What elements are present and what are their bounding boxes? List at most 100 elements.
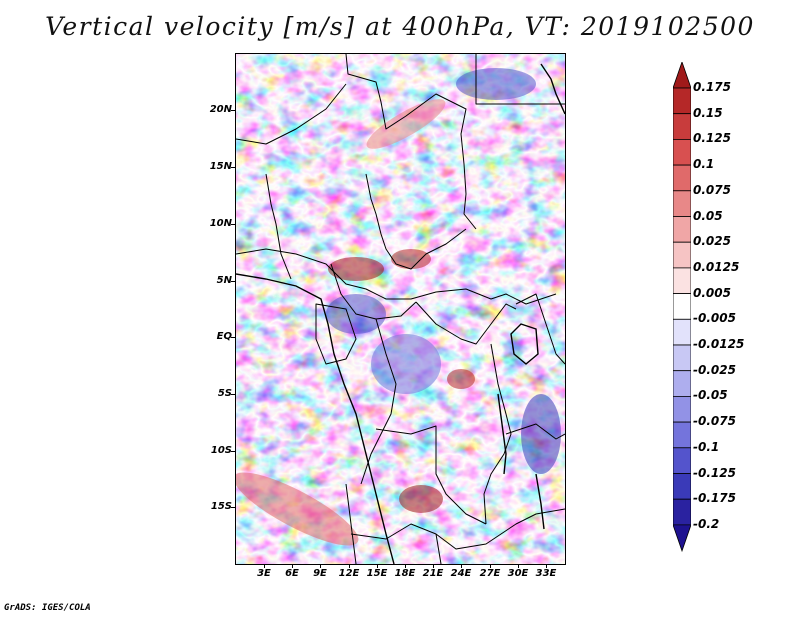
colorbar-box — [673, 113, 691, 140]
lat-tick — [231, 394, 235, 395]
lake-tanganyika — [497, 393, 507, 475]
colorbar-box — [673, 267, 691, 294]
colorbar-label: -0.175 — [693, 491, 736, 506]
border-line — [375, 425, 487, 525]
border-line — [415, 301, 517, 345]
colorbar-label: 0.005 — [693, 285, 731, 300]
lon-label: 24E — [450, 568, 472, 579]
colorbar-label: 0.175 — [693, 80, 731, 94]
lat-label: 20N — [209, 104, 232, 115]
lon-label: 9E — [313, 568, 327, 579]
strong-ascent-patch — [399, 485, 443, 513]
colorbar-box — [673, 318, 691, 346]
ascent-band — [366, 99, 446, 149]
grads-credit: GrADS: IGES/COLA — [4, 603, 91, 613]
lon-label: 6E — [285, 568, 299, 579]
colorbar-label: -0.025 — [693, 362, 736, 377]
colorbar-box — [673, 164, 691, 192]
lon-label: 27E — [479, 568, 501, 579]
border-line — [265, 173, 292, 280]
lat-label: 15N — [209, 161, 232, 172]
chart-title: Vertical velocity [m/s] at 400hPa, VT: 2… — [45, 12, 755, 41]
colorbar-box — [673, 139, 691, 166]
lat-label: 5N — [216, 275, 232, 286]
lon-tick — [292, 564, 293, 568]
subsidence-patch — [456, 68, 536, 100]
lon-tick — [461, 564, 462, 568]
lon-tick — [405, 564, 406, 568]
colorbar-box — [673, 344, 691, 372]
colorbar-box — [673, 370, 691, 397]
colorbar-box — [673, 293, 691, 320]
colorbar-label: -0.0125 — [693, 337, 745, 351]
border-line — [475, 54, 565, 105]
colorbar-label: 0.125 — [693, 131, 731, 146]
colorbar-box — [673, 473, 691, 500]
lat-tick — [231, 110, 235, 111]
colorbar-box — [673, 87, 691, 115]
coastline — [236, 63, 565, 564]
lake-victoria — [510, 323, 539, 365]
field-emphasis-patches — [236, 68, 561, 546]
lon-label: 33E — [535, 568, 557, 579]
border-line — [360, 318, 397, 485]
lat-label: 5S — [217, 388, 232, 399]
lon-label: 3E — [257, 568, 271, 579]
lon-label: 30E — [507, 568, 529, 579]
colorbar-label: 0.05 — [693, 208, 723, 223]
map-panel — [235, 53, 566, 565]
border-line — [330, 263, 417, 320]
lat-label: 10N — [209, 218, 232, 229]
lon-label: 12E — [338, 568, 360, 579]
subsidence-patch — [371, 334, 441, 394]
lon-tick — [546, 564, 547, 568]
colorbar-label: 0.075 — [693, 182, 731, 197]
colorbar-label: -0.2 — [693, 516, 720, 531]
colorbar-bottom-triangle — [673, 524, 691, 553]
strong-ascent-patch — [328, 257, 384, 281]
lat-tick — [231, 281, 235, 282]
colorbar-box — [673, 216, 691, 243]
colorbar-box — [673, 498, 691, 526]
colorbar-label: -0.1 — [693, 439, 720, 454]
lat-tick — [231, 224, 235, 225]
colorbar-box — [673, 447, 691, 474]
border-line — [435, 533, 442, 564]
colorbar-label: -0.075 — [693, 414, 736, 429]
lon-tick — [518, 564, 519, 568]
lat-tick — [231, 507, 235, 508]
velocity-field-map — [236, 54, 565, 564]
lat-tick — [231, 167, 235, 168]
lon-tick — [264, 564, 265, 568]
lat-tick — [231, 451, 235, 452]
lon-tick — [320, 564, 321, 568]
strong-ascent-patch — [391, 249, 431, 269]
subsidence-patch — [521, 394, 561, 474]
border-line — [350, 508, 565, 550]
strong-ascent-patch — [447, 369, 475, 389]
lat-label: 10S — [210, 445, 232, 456]
colorbar-label: 0.025 — [693, 234, 731, 249]
border-line — [315, 303, 357, 365]
lon-tick — [433, 564, 434, 568]
border-line — [236, 83, 347, 145]
country-borders — [236, 54, 565, 564]
colorbar-box — [673, 421, 691, 449]
red-sea-coast — [540, 63, 565, 115]
colorbar-label: 0.15 — [693, 105, 723, 120]
lat-label: 15S — [210, 501, 232, 512]
colorbar-box — [673, 395, 691, 423]
border-line — [345, 483, 357, 564]
colorbar-box — [673, 190, 691, 217]
lon-tick — [349, 564, 350, 568]
lat-tick — [231, 337, 235, 338]
ascent-band — [236, 472, 359, 546]
lon-tick — [377, 564, 378, 568]
border-line — [365, 173, 467, 270]
border-line — [483, 343, 512, 525]
border-line — [515, 293, 565, 365]
colorbar-label: -0.05 — [693, 388, 728, 403]
colorbar-label: 0.0125 — [693, 259, 740, 274]
atlantic-coastline — [236, 273, 395, 564]
colorbar — [673, 62, 691, 553]
